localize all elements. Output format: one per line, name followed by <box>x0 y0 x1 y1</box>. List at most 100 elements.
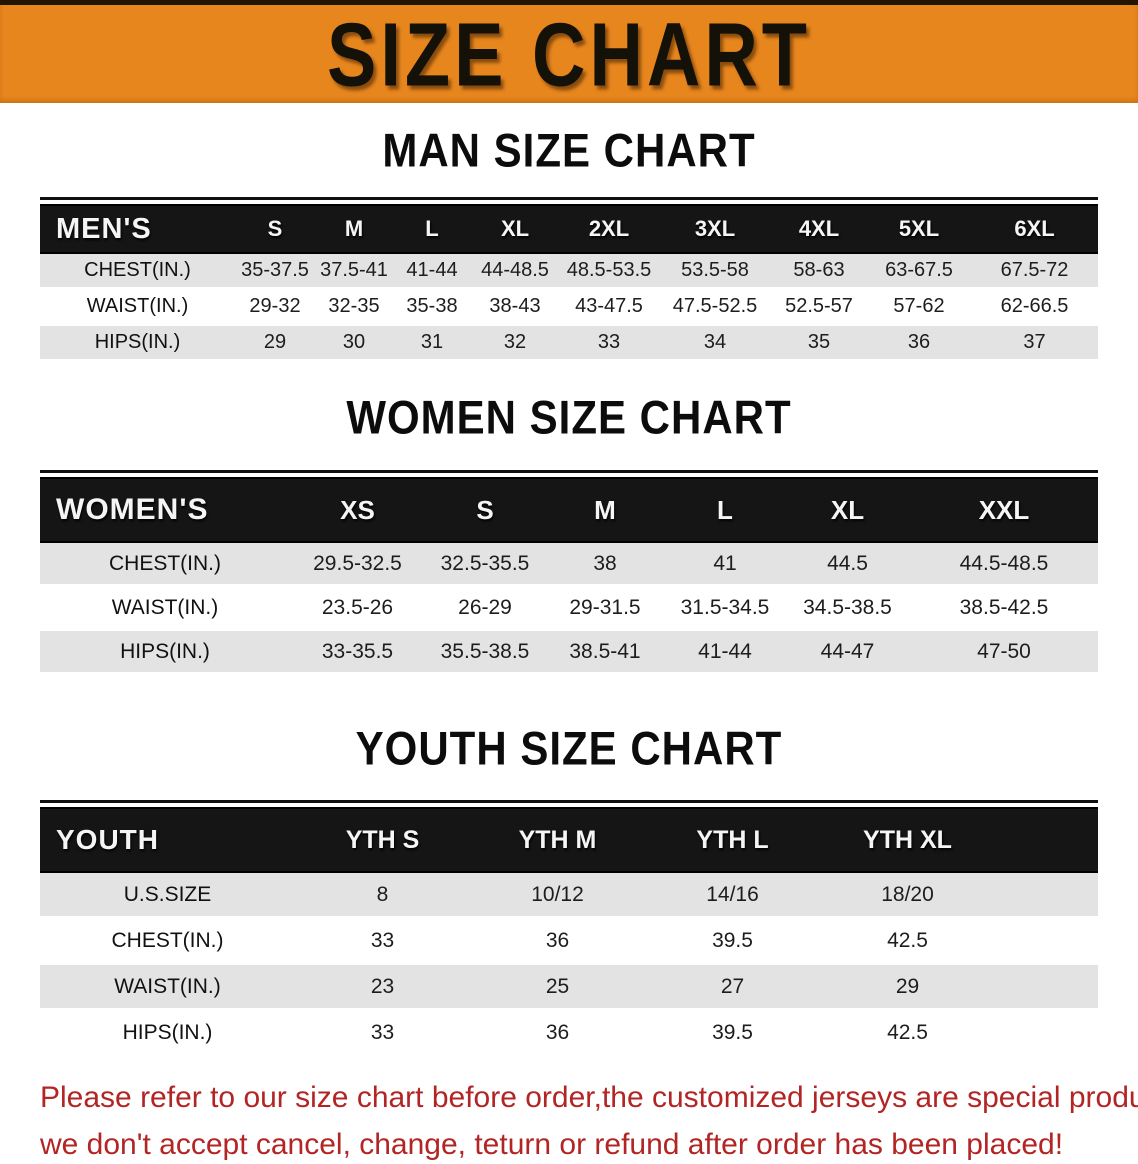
size-value: 47-50 <box>910 631 1098 675</box>
size-column-header: 4XL <box>771 204 867 254</box>
size-value: 29-31.5 <box>545 587 665 631</box>
size-table-grid: YOUTH YTH S YTH M YTH L YTH XL U.S.SIZE 8 10/12… <box>40 807 1098 1057</box>
size-column-header: L <box>393 204 471 254</box>
size-value: 43-47.5 <box>559 290 659 326</box>
size-value: 32-35 <box>315 290 393 326</box>
table-row: U.S.SIZE 8 10/12 14/16 18/20 <box>40 873 1098 919</box>
size-value: 34.5-38.5 <box>785 587 910 631</box>
size-column-header: YTH S <box>295 807 470 873</box>
spacer-cell <box>995 919 1098 965</box>
women-size-section: WOMEN SIZE CHART WOMEN'S XS S M L XL XXL CHEST(… <box>0 391 1138 675</box>
size-value: 39.5 <box>645 919 820 965</box>
size-value: 31 <box>393 326 471 362</box>
size-value: 32 <box>471 326 559 362</box>
size-value: 58-63 <box>771 254 867 290</box>
size-value: 38 <box>545 543 665 587</box>
size-value: 25 <box>470 965 645 1011</box>
size-column-header: M <box>315 204 393 254</box>
size-table-grid: MEN'S S M L XL 2XL 3XL 4XL 5XL 6XL CHEST(IN.) 35-37… <box>40 204 1098 362</box>
youth-section-heading: YOUTH SIZE CHART <box>355 722 783 775</box>
spacer-cell <box>995 1011 1098 1057</box>
size-value: 29 <box>820 965 995 1011</box>
size-value: 29.5-32.5 <box>290 543 425 587</box>
size-column-header: YTH M <box>470 807 645 873</box>
size-value: 67.5-72 <box>971 254 1098 290</box>
size-value: 41 <box>665 543 785 587</box>
row-label: WAIST(IN.) <box>40 587 290 631</box>
size-value: 48.5-53.5 <box>559 254 659 290</box>
size-value: 38-43 <box>471 290 559 326</box>
order-policy-line-1: Please refer to our size chart before or… <box>40 1081 1138 1114</box>
size-column-header: XL <box>785 477 910 543</box>
size-column-header: XXL <box>910 477 1098 543</box>
size-value: 63-67.5 <box>867 254 971 290</box>
size-value: 36 <box>867 326 971 362</box>
table-row: HIPS(IN.) 33 36 39.5 42.5 <box>40 1011 1098 1057</box>
row-label: WAIST(IN.) <box>40 965 295 1011</box>
size-column-header: YTH XL <box>820 807 995 873</box>
size-value: 52.5-57 <box>771 290 867 326</box>
table-top-rule <box>40 470 1098 473</box>
size-column-header: M <box>545 477 665 543</box>
spacer-cell <box>995 807 1098 873</box>
size-value: 33 <box>559 326 659 362</box>
size-value: 35-38 <box>393 290 471 326</box>
women-section-heading: WOMEN SIZE CHART <box>346 391 792 444</box>
size-column-header: 5XL <box>867 204 971 254</box>
youth-size-section: YOUTH SIZE CHART YOUTH YTH S YTH M YTH L YTH… <box>0 722 1138 1057</box>
size-value: 37 <box>971 326 1098 362</box>
spacer-cell <box>995 965 1098 1011</box>
size-value: 42.5 <box>820 1011 995 1057</box>
size-value: 37.5-41 <box>315 254 393 290</box>
table-row: WAIST(IN.) 23.5-26 26-29 29-31.5 31.5-34.5 34… <box>40 587 1098 631</box>
size-value: 44-47 <box>785 631 910 675</box>
row-label: U.S.SIZE <box>40 873 295 919</box>
size-value: 47.5-52.5 <box>659 290 771 326</box>
table-row: CHEST(IN.) 35-37.5 37.5-41 41-44 44-48.5 48.5… <box>40 254 1098 290</box>
size-value: 44-48.5 <box>471 254 559 290</box>
size-value: 18/20 <box>820 873 995 919</box>
size-value: 33 <box>295 919 470 965</box>
size-value: 32.5-35.5 <box>425 543 545 587</box>
order-policy-note: Please refer to our size chart before or… <box>40 1079 1138 1164</box>
size-value: 30 <box>315 326 393 362</box>
row-label: CHEST(IN.) <box>40 543 290 587</box>
size-value: 38.5-41 <box>545 631 665 675</box>
size-value: 36 <box>470 919 645 965</box>
size-value: 41-44 <box>393 254 471 290</box>
size-value: 27 <box>645 965 820 1011</box>
row-label: WAIST(IN.) <box>40 290 235 326</box>
size-column-header: 6XL <box>971 204 1098 254</box>
table-row: WAIST(IN.) 23 25 27 29 <box>40 965 1098 1011</box>
size-value: 41-44 <box>665 631 785 675</box>
men-size-section: MAN SIZE CHART MEN'S S M L XL 2XL 3XL 4XL 5XL 6XL… <box>0 124 1138 362</box>
table-corner-label: MEN'S <box>40 204 235 254</box>
table-row: CHEST(IN.) 33 36 39.5 42.5 <box>40 919 1098 965</box>
size-value: 42.5 <box>820 919 995 965</box>
size-table-grid: WOMEN'S XS S M L XL XXL CHEST(IN.) 29.5-32.5 32.5… <box>40 477 1098 675</box>
size-value: 53.5-58 <box>659 254 771 290</box>
size-value: 8 <box>295 873 470 919</box>
size-value: 39.5 <box>645 1011 820 1057</box>
size-column-header: L <box>665 477 785 543</box>
size-value: 31.5-34.5 <box>665 587 785 631</box>
size-column-header: XS <box>290 477 425 543</box>
size-column-header: 2XL <box>559 204 659 254</box>
size-value: 14/16 <box>645 873 820 919</box>
size-value: 29 <box>235 326 315 362</box>
size-value: 10/12 <box>470 873 645 919</box>
youth-size-table: YOUTH YTH S YTH M YTH L YTH XL U.S.SIZE 8 10/12… <box>40 800 1098 1057</box>
row-label: HIPS(IN.) <box>40 1011 295 1057</box>
size-column-header: S <box>235 204 315 254</box>
size-value: 34 <box>659 326 771 362</box>
table-row: WAIST(IN.) 29-32 32-35 35-38 38-43 43-47.5 47.… <box>40 290 1098 326</box>
table-row: HIPS(IN.) 33-35.5 35.5-38.5 38.5-41 41-44 44-… <box>40 631 1098 675</box>
size-value: 35-37.5 <box>235 254 315 290</box>
size-value: 44.5-48.5 <box>910 543 1098 587</box>
banner: SIZE CHART <box>0 0 1138 105</box>
size-value: 36 <box>470 1011 645 1057</box>
row-label: CHEST(IN.) <box>40 254 235 290</box>
size-value: 23 <box>295 965 470 1011</box>
table-top-rule <box>40 197 1098 200</box>
row-label: CHEST(IN.) <box>40 919 295 965</box>
